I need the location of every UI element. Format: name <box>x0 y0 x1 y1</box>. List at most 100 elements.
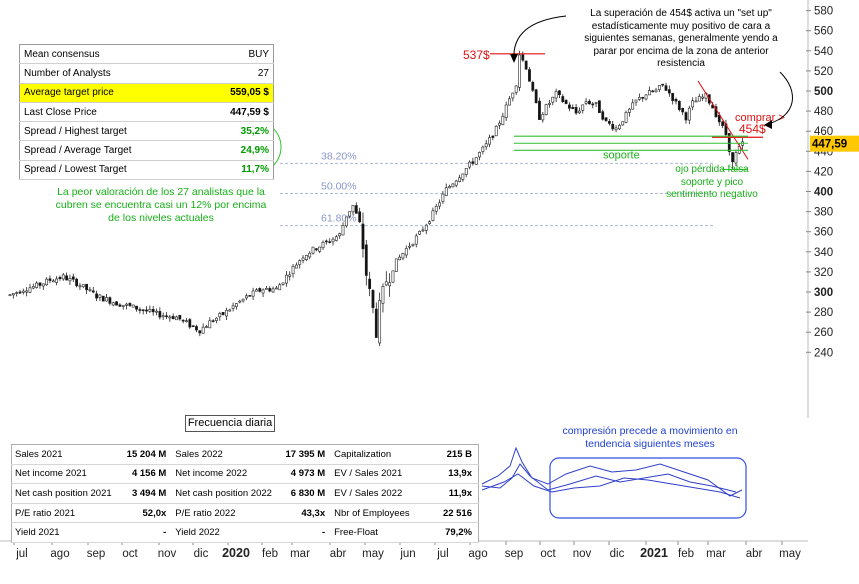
candle-up <box>271 288 275 293</box>
candle-up <box>284 274 288 284</box>
candle-down <box>524 60 528 70</box>
candle-down <box>538 100 541 120</box>
oscillator-line <box>481 446 743 497</box>
y-tick-label: 560 <box>814 26 833 38</box>
candle-up <box>454 180 458 186</box>
candle-down <box>601 111 605 120</box>
candle-down <box>561 96 565 102</box>
candle-down <box>568 104 571 109</box>
y-tick-label: 540 <box>814 46 833 58</box>
table-row-highlight: Average target price 559,05 $ <box>19 83 274 103</box>
candle-up <box>421 229 425 232</box>
candle-up <box>51 280 55 283</box>
table-cell-value: 11,9x <box>439 483 479 504</box>
candle-up <box>88 289 92 291</box>
candle-down <box>158 311 162 318</box>
table-cell-value: 52,0x <box>114 503 173 524</box>
candle-up <box>81 284 85 287</box>
candle-up <box>424 224 428 231</box>
candle-up <box>225 309 228 317</box>
candle-up <box>288 274 292 277</box>
candle-up <box>541 114 545 121</box>
table-cell-value: 17 395 M <box>274 444 332 465</box>
x-tick-label: dic <box>610 548 625 560</box>
buy-level-label: 454$ <box>739 122 766 136</box>
candle-down <box>95 293 98 299</box>
candle-down <box>574 107 578 114</box>
x-tick-label: oct <box>540 548 556 560</box>
candle-up <box>458 177 461 182</box>
table-row: P/E ratio 2021 52,0x P/E ratio 2022 43,3x Nb… <box>11 503 479 524</box>
table-cell-value: 4 973 M <box>274 464 332 485</box>
candle-down <box>65 275 69 281</box>
candle-up <box>265 287 268 290</box>
last-price-label: 447,59 <box>812 139 847 151</box>
candle-up <box>594 102 598 104</box>
y-tick-label: 380 <box>814 207 833 219</box>
candle-up <box>498 122 501 126</box>
candle-down <box>141 309 145 312</box>
candle-up <box>231 305 235 309</box>
candle-down <box>115 301 118 306</box>
table-row: Sales 2021 15 204 M Sales 2022 17 395 M Capi… <box>11 444 479 465</box>
candle-up <box>341 225 345 236</box>
candle-down <box>671 93 675 101</box>
candle-up <box>125 303 128 306</box>
candle-down <box>531 82 535 91</box>
candle-down <box>677 100 681 111</box>
table-row: Mean consensus BUY <box>19 44 274 65</box>
candle-up <box>68 278 72 282</box>
candle-up <box>398 256 402 261</box>
x-tick-label: mar <box>290 548 310 560</box>
candle-up <box>21 290 25 293</box>
y-tick-label: 580 <box>814 6 833 18</box>
candle-down <box>491 135 495 138</box>
table-cell-label: Free-Float <box>331 522 440 543</box>
table-cell-value: 215 B <box>439 444 479 465</box>
x-tick-label: ago <box>468 548 487 560</box>
candle-up <box>511 92 515 99</box>
candle-down <box>75 278 79 287</box>
candle-up <box>647 90 651 96</box>
candle-up <box>578 110 581 114</box>
candle-up <box>175 316 178 321</box>
candle-down <box>191 325 195 327</box>
y-tick-label: 240 <box>814 347 833 359</box>
candle-up <box>318 246 322 252</box>
candle-up <box>261 289 265 294</box>
candle-up <box>394 258 398 272</box>
y-tick-label: 320 <box>814 267 833 279</box>
candle-up <box>105 297 108 302</box>
candle-up <box>28 287 32 293</box>
table-cell-value: 13,9x <box>439 464 479 485</box>
candle-down <box>165 315 168 318</box>
candle-down <box>221 312 225 315</box>
x-tick-label: sep <box>505 548 524 560</box>
candle-down <box>471 161 475 164</box>
candle-up <box>438 202 441 207</box>
setup-note: La superación de 454$ activa un "set up"… <box>584 8 778 69</box>
candle-down <box>374 308 378 338</box>
table-cell-label: P/E ratio 2022 <box>172 503 275 524</box>
table-cell-label: Net cash position 2021 <box>11 483 115 504</box>
candle-up <box>41 283 45 287</box>
candle-up <box>624 112 628 123</box>
candle-up <box>304 255 308 261</box>
y-tick-label: 260 <box>814 327 833 339</box>
compression-box <box>549 457 747 519</box>
candle-down <box>118 304 122 307</box>
candle-down <box>135 305 138 310</box>
table-cell-value: - <box>114 522 173 543</box>
oscillator-line <box>481 473 741 499</box>
candle-up <box>501 115 505 125</box>
candle-up <box>734 152 738 164</box>
candle-up <box>514 85 518 93</box>
table-cell-value: 3 494 M <box>114 483 173 504</box>
candle-up <box>208 320 212 329</box>
candle-up <box>701 96 705 99</box>
candle-up <box>644 94 648 100</box>
candle-up <box>161 315 165 318</box>
false-break-note: ojo pérdida falsa soporte y pico sentimi… <box>666 164 758 200</box>
candle-up <box>401 252 405 259</box>
table-cell-label: Nbr of Employees <box>331 503 440 524</box>
